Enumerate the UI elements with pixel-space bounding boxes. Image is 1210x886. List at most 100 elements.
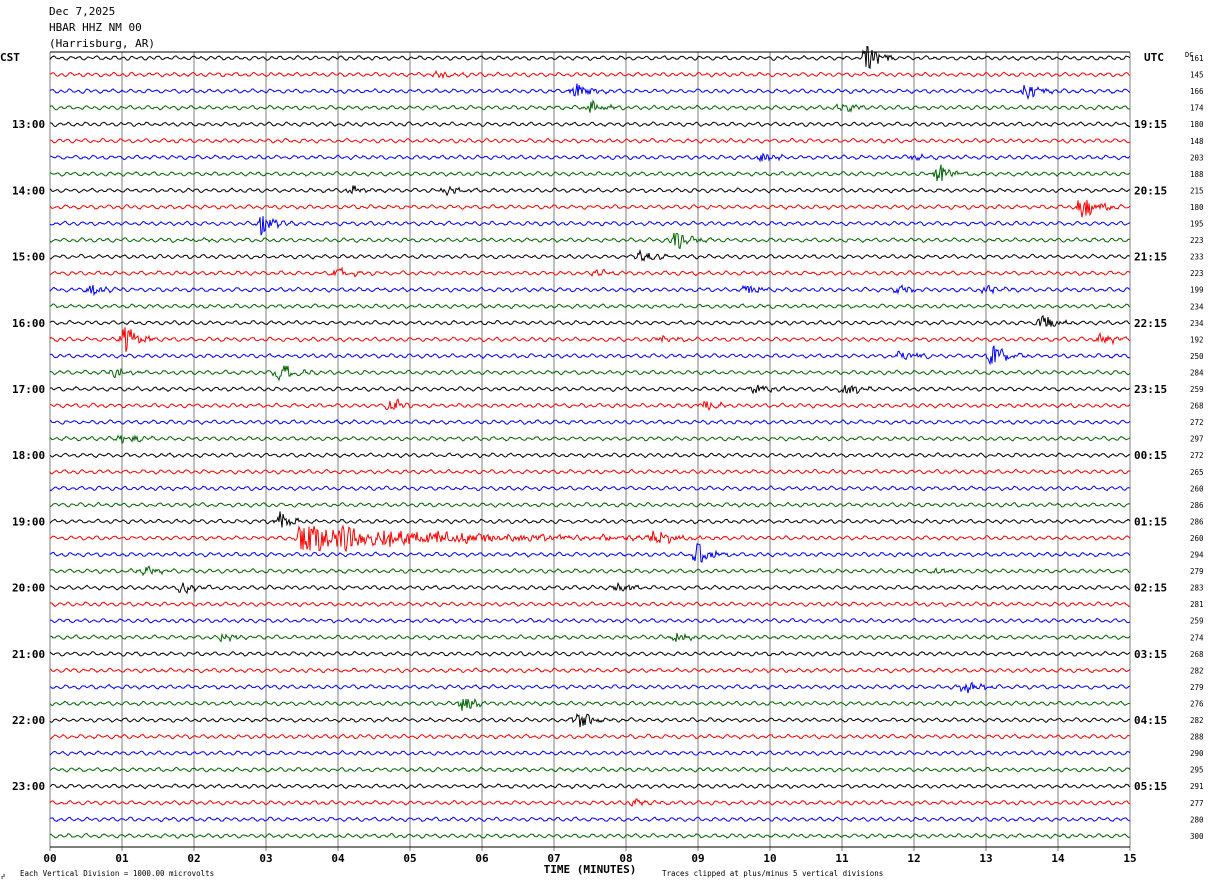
x-tick-label: 02 — [187, 852, 200, 865]
corner-mark: ☍ — [1, 873, 5, 881]
dc-offset-label: 265 — [1190, 468, 1204, 477]
seismic-trace — [49, 766, 1131, 773]
dc-offset-label: 234 — [1190, 302, 1204, 311]
right-hour-label: 01:15 — [1134, 515, 1167, 528]
seismic-trace — [49, 248, 1131, 262]
x-tick-label: 01 — [115, 852, 129, 865]
right-hour-label: 22:15 — [1134, 317, 1167, 330]
dc-offset-label: 223 — [1190, 269, 1204, 278]
dc-offset-label: 259 — [1190, 385, 1204, 394]
dc-offset-label: 260 — [1190, 534, 1204, 543]
seismic-trace — [49, 524, 1131, 553]
seismic-trace — [49, 543, 1131, 563]
x-tick-label: 14 — [1051, 852, 1065, 865]
seismic-trace — [49, 137, 1131, 144]
left-hour-label: 23:00 — [12, 780, 45, 793]
dc-offset-label: 284 — [1190, 368, 1204, 377]
plot-date: Dec 7,2025 — [49, 5, 116, 18]
seismic-trace — [49, 121, 1131, 128]
seismic-trace — [49, 798, 1131, 807]
dc-offset-label: 192 — [1190, 335, 1204, 344]
dc-offset-labels: 161 145 166 174 180 148 203 188 215 180 195 223 233 2… — [1190, 54, 1204, 841]
seismic-trace — [49, 511, 1131, 528]
dc-offset-label: 215 — [1190, 186, 1204, 195]
dc-offset-label: 223 — [1190, 236, 1204, 245]
x-tick-label: 12 — [907, 852, 920, 865]
dc-offset-label: 145 — [1190, 71, 1204, 80]
seismic-trace — [49, 697, 1131, 711]
left-hour-label: 20:00 — [12, 582, 45, 595]
right-timezone-label: UTC — [1144, 51, 1164, 64]
seismic-trace — [49, 83, 1131, 101]
dc-offset-label: 300 — [1190, 832, 1204, 841]
seismic-trace — [49, 419, 1131, 426]
dc-offset-label: 180 — [1190, 120, 1204, 129]
dc-offset-label: 279 — [1190, 683, 1204, 692]
left-hour-label: 13:00 — [12, 118, 45, 131]
right-hour-label: 19:15 — [1134, 118, 1167, 131]
x-tick-label: 15 — [1123, 852, 1136, 865]
seismic-trace — [49, 783, 1131, 790]
seismic-trace — [49, 327, 1131, 352]
seismic-trace — [49, 617, 1131, 624]
dc-offset-label: 161 — [1190, 54, 1204, 63]
right-hour-label: 04:15 — [1134, 714, 1167, 727]
seismic-trace — [49, 45, 1131, 69]
clip-note: Traces clipped at plus/minus 5 vertical … — [662, 869, 883, 878]
plot-header: Dec 7,2025 HBAR HHZ NM 00 (Harrisburg, A… — [49, 4, 155, 52]
seismic-trace — [49, 601, 1131, 608]
seismic-trace — [49, 232, 1131, 250]
seismic-trace — [49, 284, 1131, 297]
scale-note: Each Vertical Division = 1000.00 microvo… — [20, 869, 214, 878]
station-location: (Harrisburg, AR) — [49, 37, 155, 50]
seismic-trace — [49, 565, 1131, 577]
right-hour-label: 00:15 — [1134, 449, 1167, 462]
seismic-trace — [49, 345, 1131, 366]
left-hour-label: 18:00 — [12, 449, 45, 462]
left-hour-labels: 13:00 14:00 15:00 16:00 17:00 18:00 19:00 20:00… — [12, 118, 45, 793]
seismic-trace — [49, 314, 1131, 327]
seismic-trace — [49, 681, 1131, 694]
right-hour-labels: 19:15 20:15 21:15 22:15 23:15 00:15 01:15 02:15… — [1134, 118, 1167, 793]
seismic-trace — [49, 581, 1131, 595]
dc-offset-label: 203 — [1190, 153, 1204, 162]
dc-offset-label: 282 — [1190, 666, 1204, 675]
dc-offset-label: 280 — [1190, 815, 1204, 824]
dc-offset-label: 276 — [1190, 699, 1204, 708]
x-tick-label: 10 — [763, 852, 776, 865]
station-code: HBAR HHZ NM 00 — [49, 21, 142, 34]
dc-offset-label: 295 — [1190, 766, 1204, 775]
minute-grid — [49, 51, 1131, 851]
dc-offset-label: 180 — [1190, 203, 1204, 212]
x-tick-label: 00 — [43, 852, 56, 865]
left-hour-label: 19:00 — [12, 515, 45, 528]
dc-offset-label: 166 — [1190, 87, 1204, 96]
dc-offset-label: 282 — [1190, 716, 1204, 725]
left-hour-label: 21:00 — [12, 648, 45, 661]
dc-offset-label: 277 — [1190, 799, 1204, 808]
seismic-trace — [49, 152, 1131, 163]
left-hour-label: 17:00 — [12, 383, 45, 396]
right-hour-label: 03:15 — [1134, 648, 1167, 661]
dc-offset-label: 268 — [1190, 402, 1204, 411]
dc-offset-label: 286 — [1190, 517, 1204, 526]
right-hour-label: 20:15 — [1134, 184, 1167, 197]
dc-offset-label: 199 — [1190, 286, 1204, 295]
dc-offset-label: 281 — [1190, 600, 1204, 609]
seismic-trace — [49, 832, 1131, 839]
x-axis-label: TIME (MINUTES) — [544, 863, 637, 876]
left-hour-label: 14:00 — [12, 184, 45, 197]
seismic-trace — [49, 384, 1131, 395]
seismic-trace — [49, 750, 1131, 757]
x-tick-label: 07 — [547, 852, 560, 865]
x-tick-label: 11 — [835, 852, 849, 865]
left-timezone-label: CST — [0, 51, 20, 64]
right-hour-label: 21:15 — [1134, 251, 1167, 264]
seismic-trace — [49, 69, 1131, 80]
seismic-trace — [49, 164, 1131, 181]
dc-offset-label: 274 — [1190, 633, 1204, 642]
x-tick-label: 08 — [619, 852, 632, 865]
dc-offset-label: 188 — [1190, 170, 1204, 179]
dc-offset-label: 250 — [1190, 352, 1204, 361]
